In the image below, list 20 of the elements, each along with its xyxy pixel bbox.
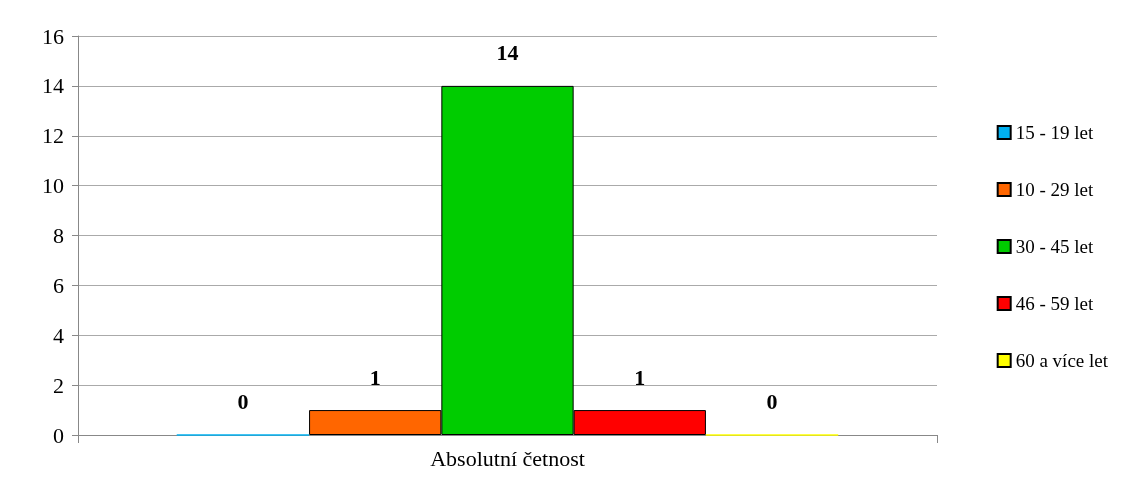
data-label: 1 [634, 364, 646, 390]
y-tick-label: 4 [53, 322, 64, 348]
data-label: 1 [369, 364, 381, 390]
legend-label: 46 - 59 let [1015, 293, 1094, 314]
data-label: 0 [237, 389, 249, 414]
y-tick-label: 14 [42, 73, 64, 99]
y-tick-label: 12 [42, 123, 64, 149]
legend-label: 30 - 45 let [1015, 236, 1094, 257]
y-tick-label: 8 [53, 223, 64, 248]
y-tick-label: 6 [53, 272, 64, 298]
legend-label: 60 a více let [1015, 350, 1109, 371]
legend-label: 15 - 19 let [1015, 122, 1094, 143]
x-tick-label: Absolutní četnost [430, 445, 585, 471]
y-tick-label: 10 [42, 173, 64, 199]
data-label: 14 [496, 40, 519, 66]
legend-label: 10 - 29 let [1015, 179, 1094, 200]
y-tick-label: 16 [42, 23, 64, 49]
data-label: 0 [766, 389, 778, 414]
y-tick-label: 0 [53, 422, 64, 448]
y-tick-label: 2 [53, 372, 64, 398]
